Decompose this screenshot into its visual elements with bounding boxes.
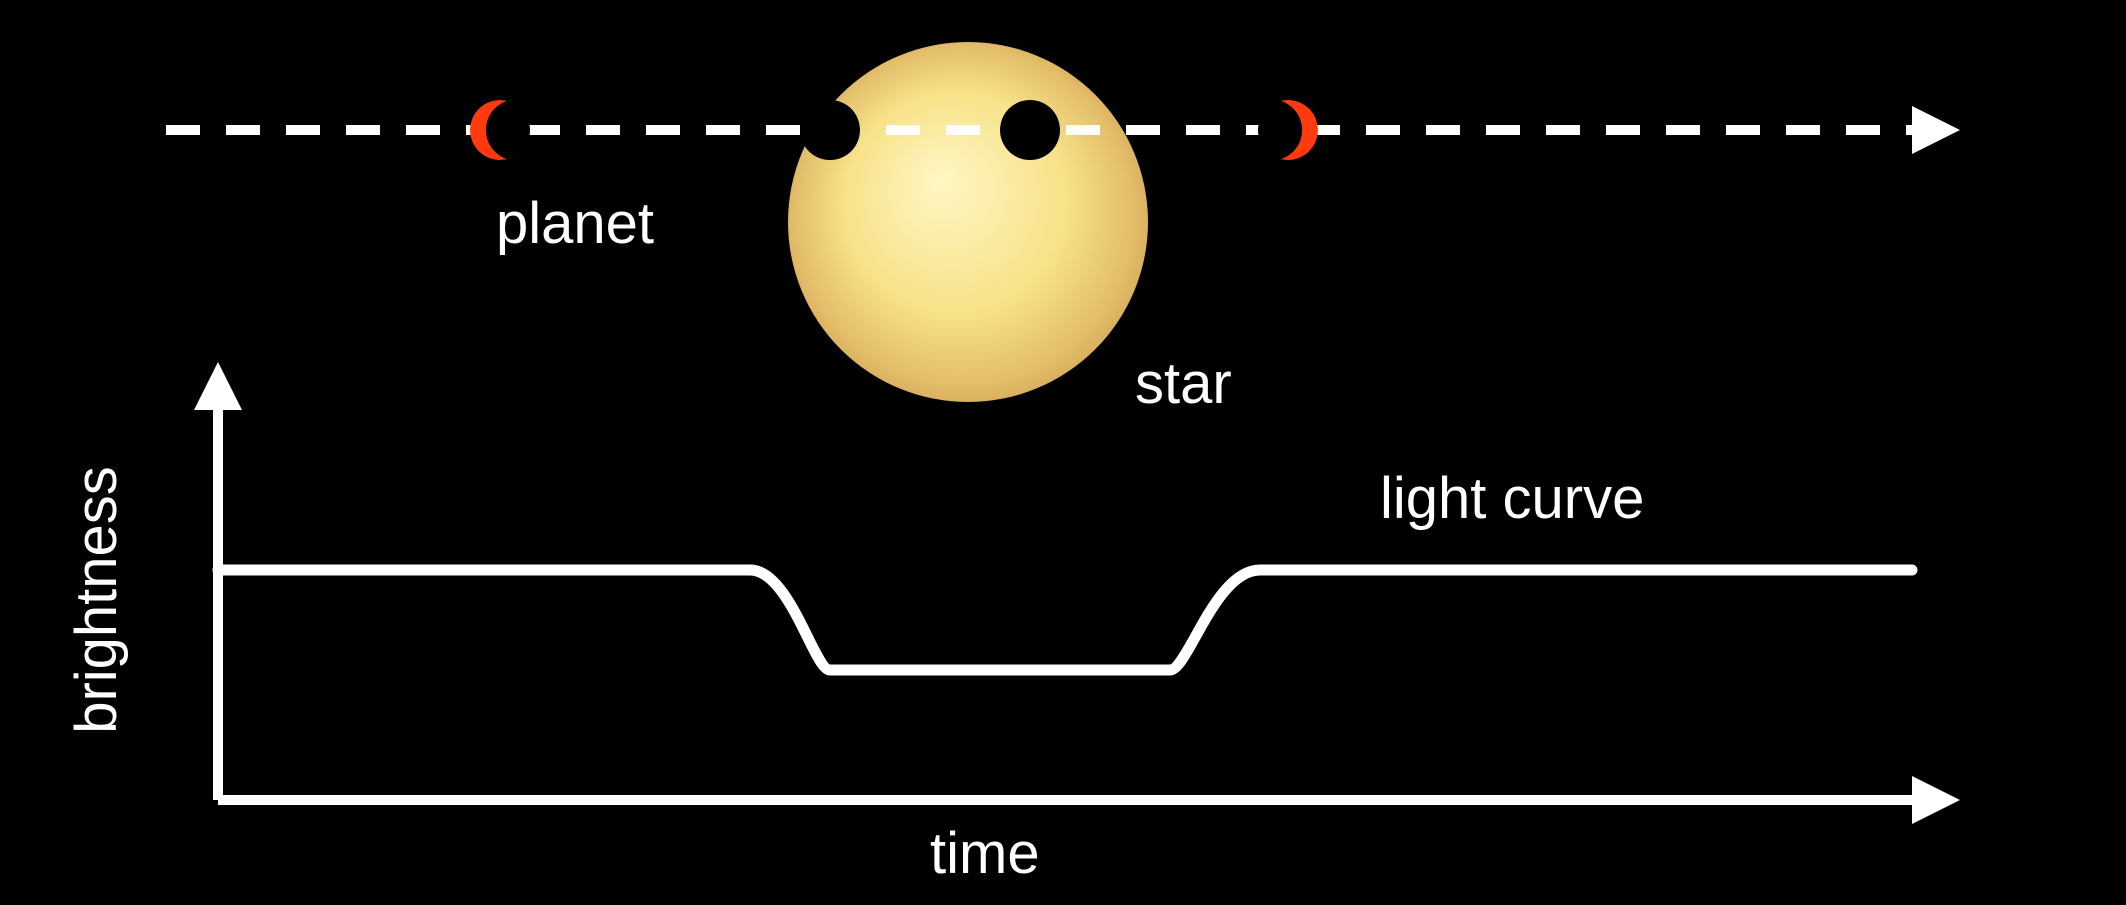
- light-curve: [218, 570, 1912, 670]
- label-planet: planet: [496, 190, 654, 257]
- transit-diagram-container: planet star light curve brightness time: [0, 0, 2126, 905]
- x-axis-arrow: [1912, 776, 1960, 824]
- label-time: time: [930, 820, 1040, 887]
- planet-silhouette: [800, 100, 860, 160]
- star-body: [788, 42, 1148, 402]
- transit-path-arrow: [1912, 106, 1960, 154]
- transit-diagram-svg: [0, 0, 2126, 905]
- label-brightness: brightness: [63, 466, 130, 734]
- label-light-curve: light curve: [1380, 465, 1644, 532]
- y-axis-arrow: [194, 362, 242, 410]
- planet-silhouette: [1000, 100, 1060, 160]
- label-star: star: [1135, 350, 1232, 417]
